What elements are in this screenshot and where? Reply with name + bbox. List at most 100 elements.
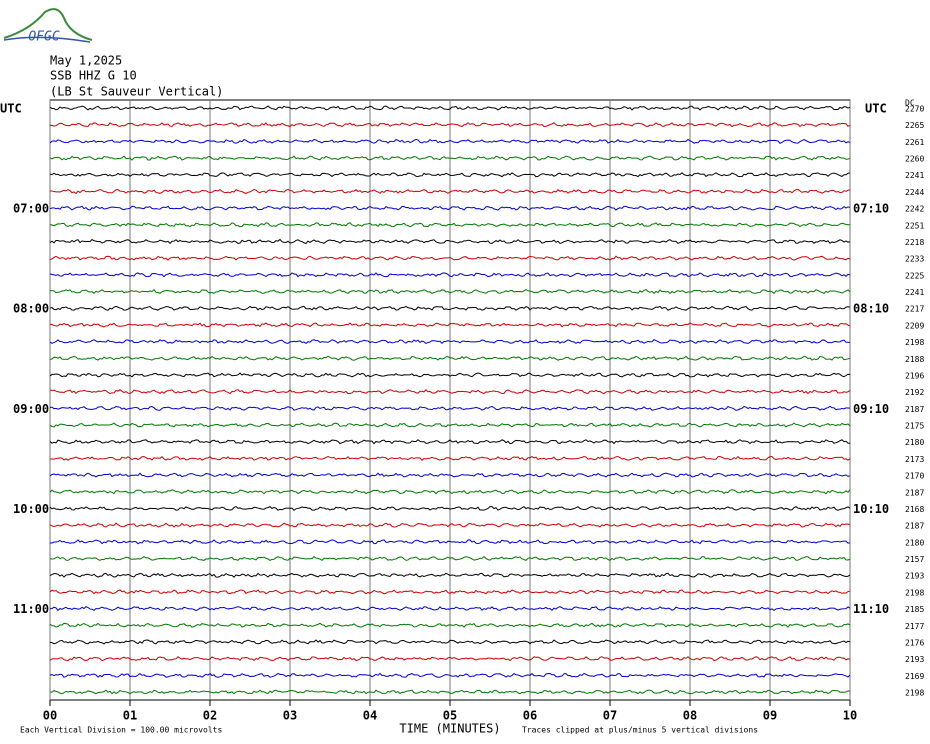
trace: [49, 439, 851, 445]
title-line: SSB HHZ G 10: [50, 69, 137, 83]
row-label: 09:00: [13, 402, 49, 416]
trace: [49, 138, 851, 144]
dc-offset: 2241: [905, 171, 924, 180]
trace: [49, 405, 851, 411]
dc-offset: 2193: [905, 655, 924, 664]
dc-offset: 2176: [905, 638, 924, 647]
trace: [49, 455, 851, 461]
trace: [49, 355, 851, 361]
trace: [49, 472, 851, 478]
dc-offset: 2180: [905, 438, 924, 447]
dc-offset: 2209: [905, 321, 924, 330]
dc-offset: 2177: [905, 622, 924, 631]
trace: [49, 606, 851, 612]
x-tick-label: 10: [843, 709, 857, 723]
dc-offset: 2170: [905, 472, 924, 481]
dc-offset: 2187: [905, 488, 924, 497]
row-label-right: 07:10: [853, 202, 889, 216]
x-tick-label: 03: [283, 709, 297, 723]
dc-offset: 2251: [905, 221, 924, 230]
trace: [49, 505, 851, 511]
dc-offset: 2157: [905, 555, 924, 564]
trace: [49, 689, 851, 695]
trace: [49, 589, 851, 595]
row-label-right: 09:10: [853, 402, 889, 416]
x-tick-label: 02: [203, 709, 217, 723]
row-label: UTC: [0, 102, 22, 116]
trace: [49, 339, 851, 345]
x-tick-label: 05: [443, 709, 457, 723]
trace: [49, 105, 851, 111]
x-tick-label: 00: [43, 709, 57, 723]
x-axis-label: TIME (MINUTES): [399, 722, 500, 736]
trace: [49, 222, 851, 228]
title-line: May 1,2025: [50, 54, 122, 68]
row-label-right: 11:10: [853, 602, 889, 616]
dc-offset: 2196: [905, 371, 924, 380]
x-tick-label: 04: [363, 709, 377, 723]
dc-offset: 2187: [905, 405, 924, 414]
trace: [49, 656, 851, 662]
row-label: 07:00: [13, 202, 49, 216]
dc-offset: 2180: [905, 538, 924, 547]
row-label-right: UTC: [865, 102, 887, 116]
dc-offset: 2265: [905, 121, 924, 130]
dc-offset: 2169: [905, 672, 924, 681]
dc-offset: 2193: [905, 572, 924, 581]
trace: [49, 622, 851, 628]
dc-offset: 2187: [905, 522, 924, 531]
dc-offset: 2185: [905, 605, 924, 614]
dc-offset: 2270: [905, 105, 924, 114]
note: Traces clipped at plus/minus 5 vertical …: [522, 726, 758, 735]
x-tick-label: 07: [603, 709, 617, 723]
dc-offset: 2217: [905, 305, 924, 314]
trace: [49, 489, 851, 495]
trace: [49, 572, 851, 578]
trace: [49, 122, 851, 128]
dc-offset: 2242: [905, 205, 924, 214]
logo-mark: [3, 8, 93, 41]
dc-offset: 2225: [905, 271, 924, 280]
row-label: 10:00: [13, 502, 49, 516]
dc-offset: 2198: [905, 338, 924, 347]
dc-offset: 2241: [905, 288, 924, 297]
dc-offset: 2244: [905, 188, 924, 197]
logo-text: OFGC: [28, 30, 59, 45]
trace: [49, 639, 851, 645]
trace: [49, 155, 851, 161]
trace: [49, 388, 851, 395]
dc-offset: 2198: [905, 588, 924, 597]
trace: [49, 238, 851, 245]
x-tick-label: 08: [683, 709, 697, 723]
trace: [49, 539, 851, 545]
dc-offset: 2173: [905, 455, 924, 464]
trace: [49, 172, 851, 178]
trace: [49, 555, 851, 562]
row-label: 08:00: [13, 302, 49, 316]
dc-offset: 2168: [905, 505, 924, 514]
row-label-right: 10:10: [853, 502, 889, 516]
x-tick-label: 09: [763, 709, 777, 723]
trace: [49, 289, 851, 295]
trace: [49, 188, 851, 195]
dc-offset: 2260: [905, 155, 924, 164]
trace: [49, 372, 851, 378]
dc-offset: 2218: [905, 238, 924, 247]
trace: [49, 522, 851, 528]
trace: [49, 255, 851, 261]
dc-offset: 2261: [905, 138, 924, 147]
x-tick-label: 01: [123, 709, 137, 723]
trace: [49, 672, 851, 678]
trace: [49, 305, 851, 311]
dc-offset: 2198: [905, 689, 924, 698]
dc-header: DC: [905, 99, 915, 108]
logo-swoosh: [3, 36, 91, 43]
dc-offset: 2192: [905, 388, 924, 397]
dc-offset: 2175: [905, 422, 924, 431]
dc-offset: 2188: [905, 355, 924, 364]
x-tick-label: 06: [523, 709, 537, 723]
trace: [49, 272, 851, 278]
dc-offset: 2233: [905, 255, 924, 264]
trace: [49, 422, 851, 428]
row-label: 11:00: [13, 602, 49, 616]
